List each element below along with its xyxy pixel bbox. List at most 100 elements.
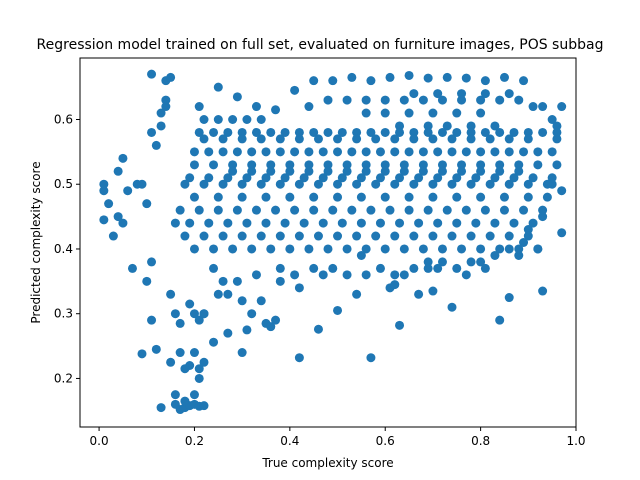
data-point <box>447 302 457 312</box>
data-point <box>166 289 176 299</box>
data-point <box>409 127 419 137</box>
data-point <box>304 166 314 176</box>
data-point <box>209 244 219 254</box>
data-point <box>261 218 271 228</box>
data-point <box>223 289 233 299</box>
data-point <box>428 108 438 118</box>
data-point <box>471 173 481 183</box>
data-point <box>471 218 481 228</box>
data-point <box>418 166 428 176</box>
data-point <box>428 286 438 296</box>
data-point <box>476 244 486 254</box>
data-point <box>361 270 371 280</box>
data-point <box>113 212 123 222</box>
data-point <box>442 121 452 131</box>
data-point <box>189 160 199 170</box>
data-point <box>375 218 385 228</box>
data-point <box>399 166 409 176</box>
data-point <box>204 147 214 157</box>
data-point <box>437 257 447 267</box>
chart-title: Regression model trained on full set, ev… <box>37 37 604 53</box>
data-point <box>256 296 266 306</box>
data-point <box>433 147 443 157</box>
data-point <box>452 192 462 202</box>
data-point <box>323 95 333 105</box>
data-point <box>309 127 319 137</box>
data-point <box>447 231 457 241</box>
data-point <box>414 173 424 183</box>
data-point <box>433 89 443 99</box>
y-axis-label: Predicted complexity score <box>29 161 43 323</box>
data-point <box>433 263 443 273</box>
data-point <box>333 192 343 202</box>
data-point <box>199 179 209 189</box>
data-point <box>323 160 333 170</box>
data-point <box>404 70 414 80</box>
data-point <box>375 147 385 157</box>
data-point <box>371 231 381 241</box>
data-point <box>552 121 562 131</box>
data-point <box>261 192 271 202</box>
data-point <box>166 72 176 82</box>
data-point <box>113 166 123 176</box>
data-point <box>452 218 462 228</box>
data-point <box>375 173 385 183</box>
data-point <box>166 357 176 367</box>
data-point <box>528 102 538 112</box>
data-point <box>194 364 204 374</box>
y-tick-label: 0.6 <box>54 113 73 127</box>
data-point <box>261 147 271 157</box>
data-point <box>228 160 238 170</box>
data-point <box>118 218 128 228</box>
data-point <box>519 205 529 215</box>
data-point <box>313 324 323 334</box>
data-point <box>423 73 433 83</box>
data-point <box>447 179 457 189</box>
data-point <box>457 244 467 254</box>
data-point <box>499 192 509 202</box>
data-point <box>242 325 252 335</box>
data-point <box>285 160 295 170</box>
data-point <box>232 92 242 102</box>
data-point <box>247 160 257 170</box>
data-point <box>175 205 185 215</box>
data-point <box>280 127 290 137</box>
data-point <box>395 173 405 183</box>
data-point <box>318 147 328 157</box>
data-point <box>452 127 462 137</box>
data-point <box>323 166 333 176</box>
data-point <box>309 76 319 86</box>
y-tick-label: 0.3 <box>54 307 73 321</box>
data-point <box>437 127 447 137</box>
data-point <box>328 263 338 273</box>
x-tick-label: 0.4 <box>280 434 299 448</box>
data-point <box>461 147 471 157</box>
data-point <box>499 205 509 215</box>
data-point <box>147 315 157 325</box>
data-point <box>108 231 118 241</box>
data-point <box>137 179 147 189</box>
data-point <box>437 244 447 254</box>
data-point <box>404 205 414 215</box>
data-point <box>504 89 514 99</box>
data-point <box>509 127 519 137</box>
data-point <box>232 147 242 157</box>
data-point <box>366 127 376 137</box>
data-point <box>390 270 400 280</box>
data-point <box>409 179 419 189</box>
data-point <box>189 390 199 400</box>
data-point <box>204 218 214 228</box>
data-point <box>504 231 514 241</box>
data-point <box>280 173 290 183</box>
data-point <box>380 192 390 202</box>
data-point <box>318 270 328 280</box>
data-point <box>213 205 223 215</box>
data-point <box>313 179 323 189</box>
data-point <box>104 199 114 209</box>
data-point <box>232 276 242 286</box>
data-point <box>366 76 376 86</box>
data-point <box>361 166 371 176</box>
data-point <box>189 192 199 202</box>
data-point <box>313 134 323 144</box>
